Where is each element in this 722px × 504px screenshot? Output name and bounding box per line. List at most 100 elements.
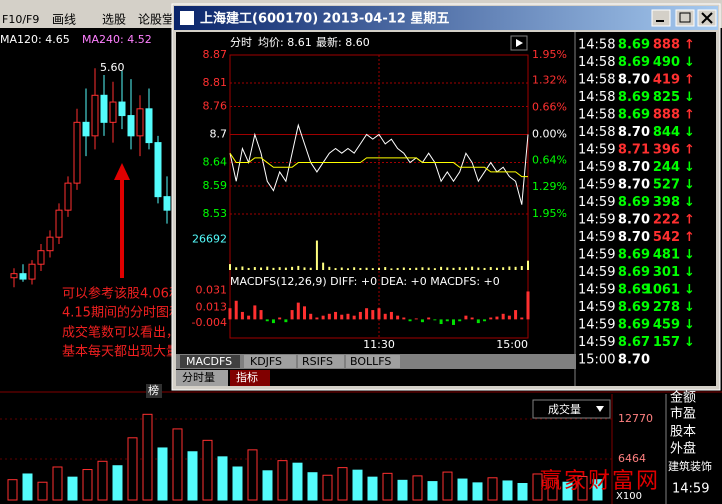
volume-bar [457,478,468,501]
candle-body [136,108,144,137]
tab[interactable]: MACDFS [186,355,232,368]
candle-body [64,182,72,211]
y-tick-label: -0.004 [192,316,227,329]
toolbar-item[interactable]: 选股 [102,13,126,27]
tick-volume: 222 [653,213,680,228]
y2-tick-label: 1.32% [532,74,567,87]
header-avg: 均价: 8.61 [258,36,312,49]
candle-body [127,115,135,137]
y-tick-label: 8.53 [203,207,228,220]
tick-volume: 396 [653,143,680,158]
tick-price: 8.70 [618,73,650,88]
tab[interactable] [346,355,400,368]
tick-arrow: ↑ [684,73,695,88]
window-body [176,32,716,386]
volume-bar [532,473,543,501]
tick-volume: 542 [653,230,680,245]
volume-bar [442,471,453,501]
tick-price: 8.70 [618,178,650,193]
tick-arrow: ↓ [684,318,695,333]
tick-arrow: ↓ [684,90,695,105]
volume-bar [37,481,48,501]
tick-time: 14:58 [578,55,615,70]
tick-time: 14:59 [578,335,615,350]
candle-body [10,273,18,279]
tick-arrow: ↓ [684,55,695,70]
tick-volume: 825 [653,90,680,105]
volume-bar [7,479,18,501]
selector[interactable] [532,399,611,419]
tag: 榜 [148,383,159,397]
annotation: 可以参考该股4.06和 [62,286,182,302]
volume-bar [547,477,558,501]
tick-time: 15:00 [578,353,615,368]
tick-time: 14:59 [578,160,615,175]
tick-volume: 278 [653,300,680,315]
x-tick-label: 15:00 [496,338,528,351]
arrow-head [114,163,130,180]
volume-bar [517,482,528,501]
tick-price: 8.69 [618,55,650,70]
selector-label[interactable]: 成交量 [548,402,581,416]
bottom-tab-active[interactable] [230,370,270,386]
maximize-icon [679,12,691,23]
volume-bar [247,449,258,501]
volume-bar [52,466,63,501]
volume-bar [262,470,273,501]
close-icon [701,12,713,24]
candle-body [46,236,54,252]
toolbar-item[interactable]: 论股堂 [138,13,174,27]
annotation: 4.15期间的分时图和 [62,305,182,321]
toolbar-item[interactable]: 画线 [52,13,76,27]
volume-bar [412,475,423,501]
title-bar [174,6,718,30]
volume-bar [172,428,183,501]
y2-tick-label: 1.95% [532,207,567,220]
volume-bar [22,473,33,501]
tick-volume: 459 [653,318,680,333]
bottom-tab[interactable] [176,370,228,386]
toolbar-item[interactable]: F10/F9 [2,13,39,26]
volume-bar [97,460,108,501]
y-tick-label: 8.81 [203,76,228,89]
tick-time: 14:59 [578,195,615,210]
minimize-button[interactable] [651,9,671,27]
volume-bar [322,474,333,501]
tab-active[interactable] [180,355,240,368]
tick-price: 8.69 [618,318,650,333]
tab[interactable]: RSIFS [302,355,333,368]
unit-label: X100 [616,491,642,502]
bottom-tab[interactable]: 指标 [236,370,258,384]
tick-arrow: ↑ [684,213,695,228]
candle-body [163,196,171,211]
tick-time: 14:59 [578,213,615,228]
tick-volume: 1061 [644,283,680,298]
watermark: 赢家财富网 [540,469,660,494]
volume-bar [277,460,288,501]
sector: 建筑装饰 [668,459,712,473]
expand-icon [516,39,523,47]
volume-bar [232,466,243,501]
tab[interactable] [298,355,344,368]
tick-arrow: ↓ [684,178,695,193]
tick-arrow: ↓ [684,265,695,280]
volume-bar [82,469,93,501]
ma-label: MA120: 4.65 [0,33,70,46]
tick-table: 14:58 8.69 888 ↑14:58 8.69 490 ↓14:58 8.70 419 ↑1… [578,38,695,368]
y-tick-label: 8.7 [210,128,228,141]
maximize-button[interactable] [675,9,695,27]
tick-volume: 301 [653,265,680,280]
tab[interactable]: KDJFS [250,355,282,368]
tab[interactable]: BOLLFS [350,355,391,368]
tick-arrow: ↓ [684,160,695,175]
tick-volume: 490 [653,55,680,70]
tab[interactable] [244,355,296,368]
tick-price: 8.69 [618,38,650,53]
tick-arrow: ↑ [684,38,695,53]
bottom-tab[interactable]: 分时量 [182,371,215,384]
candle-body [28,263,36,280]
tick-arrow: ↓ [684,335,695,350]
volume-bar [352,469,363,501]
candle-body [55,209,63,238]
